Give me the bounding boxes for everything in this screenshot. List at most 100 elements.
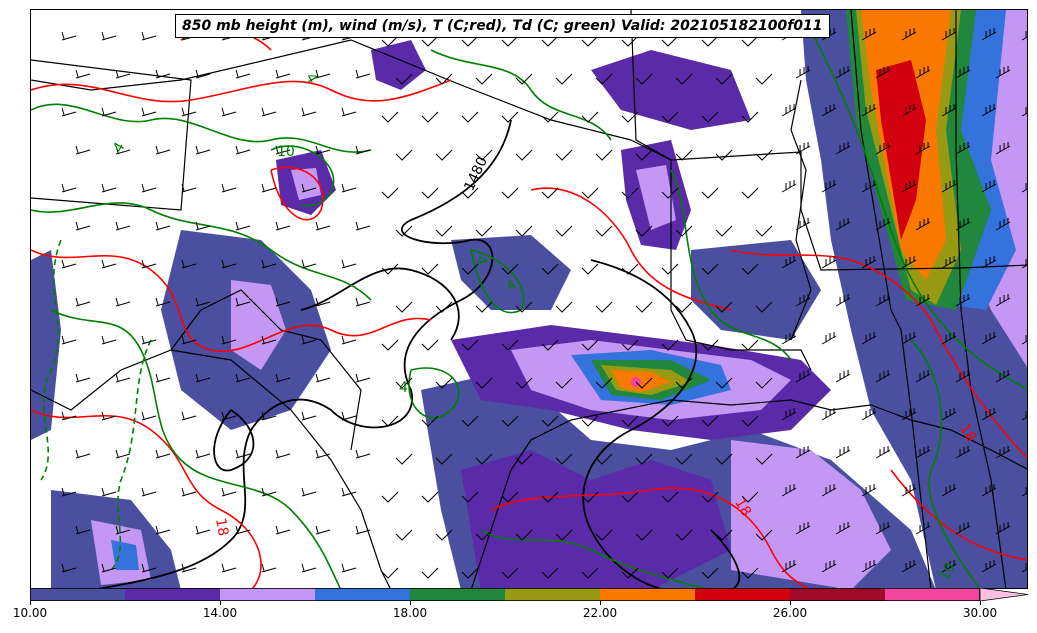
wind-barb-228 [195, 373, 211, 383]
wind-barb-366 [701, 567, 719, 579]
wind-barb-75 [75, 145, 91, 155]
wind-barb-54 [221, 107, 237, 117]
colorbar-tick-2 [410, 601, 411, 605]
colorbar-tick-0 [30, 601, 31, 605]
border-east-vert [850, 10, 932, 588]
wind-barb-243 [795, 370, 811, 383]
wind-barb-262 [541, 415, 559, 427]
temp-contour-6 [530, 187, 732, 311]
wind-barb-362 [541, 567, 559, 579]
wind-barb-131 [315, 221, 331, 231]
wind-barb-29 [235, 69, 251, 79]
wind-barb-288 [595, 453, 613, 465]
wind-barb-300 [61, 487, 77, 497]
wind-barb-28 [195, 69, 211, 79]
temp-label-1: 18 [212, 517, 231, 537]
wind-barb-34 [435, 73, 453, 85]
colorbar-bin-9 [885, 588, 980, 601]
wind-barb-207 [341, 335, 357, 345]
wind-barb-358 [381, 567, 399, 579]
wind-barb-215 [661, 339, 679, 351]
wind-barb-180 [275, 297, 291, 307]
dew-contour-5 [470, 249, 525, 314]
border-ms-la [630, 10, 812, 371]
dew-contour-3 [50, 309, 341, 588]
wind-barb-291 [715, 453, 733, 465]
wind-barb-20 [861, 28, 877, 41]
map-title: 850 mb height (m), wind (m/s), T (C;red)… [175, 14, 830, 38]
wind-barb-55 [261, 107, 277, 117]
colorbar-tick-label-1: 14.00 [202, 606, 238, 620]
wind-barb-310 [461, 491, 479, 503]
wind-barb-354 [221, 563, 237, 573]
wind-barb-14 [621, 35, 639, 47]
wind-barb-225 [75, 373, 91, 383]
wind-barb-251 [101, 411, 117, 421]
shaded-field [31, 10, 1027, 588]
wind-barb-340 [675, 529, 693, 541]
wind-barb-320 [861, 484, 877, 497]
wind-barb-311 [501, 491, 519, 503]
border-north-3 [31, 79, 182, 91]
wind-barb-164 [621, 263, 639, 275]
wind-barb-296 [915, 446, 931, 459]
colorbar-tick-label-3: 22.00 [582, 606, 618, 620]
wind-barb-356 [301, 563, 317, 573]
wind-barb-25 [75, 69, 91, 79]
wind-barb-60 [461, 111, 479, 123]
shade-north-1 [371, 40, 426, 90]
wind-barb-138 [595, 225, 613, 237]
wind-barb-331 [315, 525, 331, 535]
wind-barb-232 [355, 373, 371, 383]
wind-barb-307 [341, 487, 357, 497]
map-panel: 1480 18 18 18 10 4 4 4 4 4 10 10 [30, 9, 1028, 589]
wind-barb-193 [795, 294, 811, 307]
wind-barb-89 [635, 149, 653, 161]
colorbar-bin-2 [220, 588, 315, 601]
political-borders [31, 10, 1027, 588]
wind-barb-162 [541, 263, 559, 275]
wind-barb-229 [235, 373, 251, 383]
wind-barb-268 [781, 408, 797, 421]
wind-barb-32 [355, 69, 371, 79]
wind-barb-119 [821, 180, 837, 193]
wind-barb-169 [821, 256, 837, 269]
shade-south-purple [461, 450, 731, 588]
wind-barb-280 [275, 449, 291, 459]
wind-barb-334 [435, 529, 453, 541]
wind-barb-12 [541, 35, 559, 47]
wind-barb-211 [501, 339, 519, 351]
wind-barb-315 [661, 491, 679, 503]
wind-barb-351 [101, 563, 117, 573]
wind-barb-209 [421, 339, 439, 351]
wind-barb-77 [155, 145, 171, 155]
wind-barb-253 [181, 411, 197, 421]
wind-barb-145 [875, 218, 891, 231]
wind-barb-109 [421, 187, 439, 199]
wind-barb-195 [875, 294, 891, 307]
temp-contour-1 [31, 79, 452, 103]
wind-barb-374 [1021, 563, 1027, 573]
wind-barb-270 [861, 408, 877, 421]
temp-label-3: 18 [956, 421, 979, 444]
wind-barb-332 [355, 525, 371, 535]
wind-barb-158 [381, 263, 399, 275]
wind-barb-214 [621, 339, 639, 351]
wind-barb-304 [221, 487, 237, 497]
wind-barb-26 [115, 69, 131, 79]
wind-barb-308 [381, 491, 399, 503]
wind-barb-52 [141, 107, 157, 117]
shade-southwest-blue [111, 540, 139, 570]
colorbar-bin-1 [125, 588, 220, 601]
dew-contour-8 [670, 169, 792, 361]
wind-barb-313 [581, 491, 599, 503]
wind-barb-76 [115, 145, 131, 155]
wind-barb-345 [875, 522, 891, 535]
shade-left-edge [31, 250, 61, 440]
wind-barb-173 [981, 256, 997, 269]
wind-barb-83 [395, 149, 413, 161]
wind-barb-239 [635, 377, 653, 389]
wind-barb-151 [101, 259, 117, 269]
wind-barb-95 [875, 142, 891, 155]
wind-barb-98 [995, 142, 1011, 155]
